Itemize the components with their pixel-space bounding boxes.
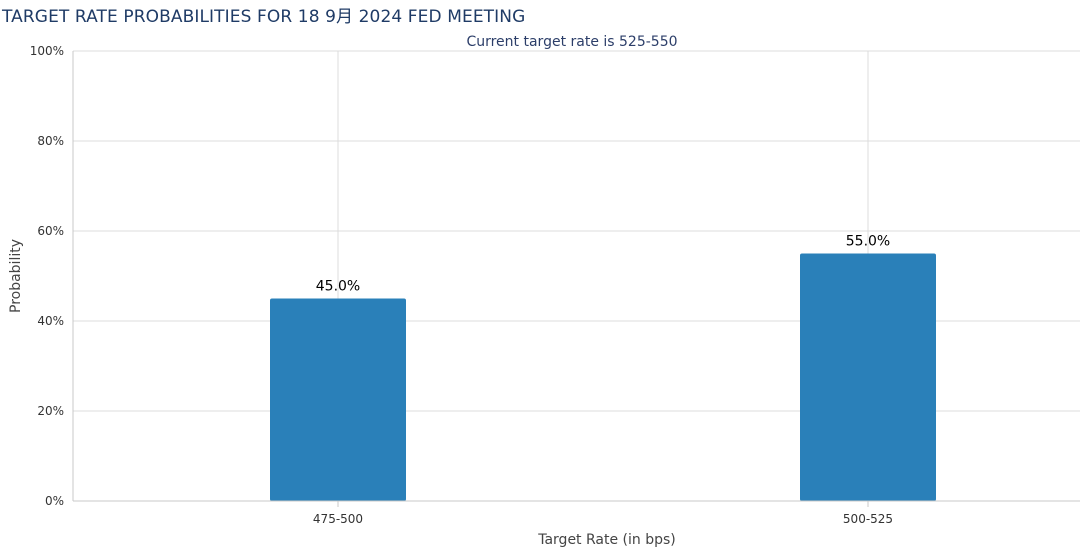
bars xyxy=(270,253,936,502)
y-tick-label: 100% xyxy=(30,44,64,58)
y-tick-label: 40% xyxy=(37,314,64,328)
data-labels: 45.0% 55.0% xyxy=(316,234,890,295)
bar-475-500[interactable] xyxy=(270,298,406,502)
chart-title: TARGET RATE PROBABILITIES FOR 18 9月 2024… xyxy=(2,7,526,27)
data-label-475-500: 45.0% xyxy=(316,279,360,295)
y-tick-label: 20% xyxy=(37,404,64,418)
bar-500-525[interactable] xyxy=(800,253,936,502)
y-axis-label: Probability xyxy=(8,239,24,313)
y-tick-label: 80% xyxy=(37,134,64,148)
x-tick-label: 500-525 xyxy=(843,512,893,526)
x-tick-label: 475-500 xyxy=(313,512,363,526)
y-tick-label: 60% xyxy=(37,224,64,238)
y-tick-label: 0% xyxy=(45,494,64,508)
data-label-500-525: 55.0% xyxy=(846,234,890,250)
axes: 0% 20% 40% 60% 80% 100% 475-500 500-525 xyxy=(30,44,1080,526)
x-axis-label: Target Rate (in bps) xyxy=(537,532,676,548)
chart-subtitle: Current target rate is 525-550 xyxy=(466,34,677,50)
